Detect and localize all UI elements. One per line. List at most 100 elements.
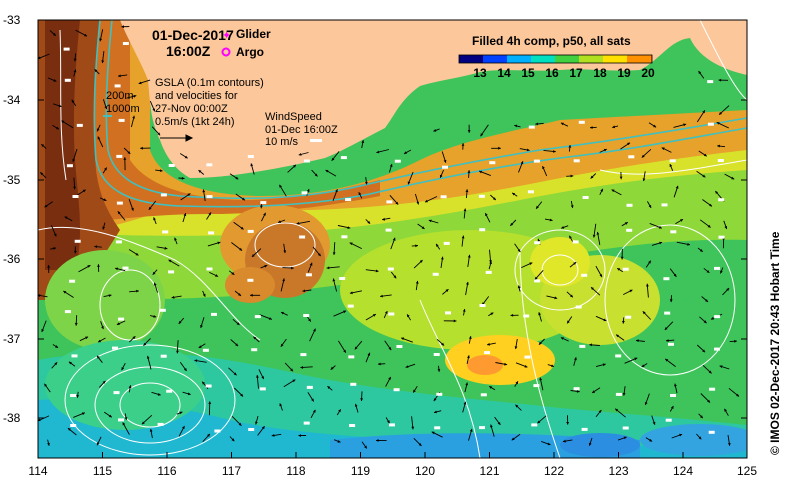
velocity-arrow-head bbox=[596, 231, 600, 235]
velocity-arrow-head bbox=[378, 362, 381, 366]
velocity-arrow-head bbox=[705, 299, 708, 302]
colorbar-tick: 16 bbox=[545, 66, 559, 80]
wind-line-3: 10 m/s bbox=[265, 136, 299, 148]
velocity-arrow-head bbox=[97, 355, 100, 359]
velocity-arrow-head bbox=[133, 94, 137, 98]
velocity-arrow-head bbox=[292, 379, 296, 383]
velocity-arrow-head bbox=[143, 342, 147, 346]
wind-marker bbox=[394, 159, 401, 163]
velocity-arrow-head bbox=[306, 189, 310, 192]
velocity-arrow-head bbox=[238, 422, 242, 426]
velocity-arrow-head bbox=[425, 199, 428, 203]
velocity-arrow-head bbox=[487, 342, 490, 346]
colorbar-tick: 13 bbox=[473, 66, 487, 80]
wind-marker bbox=[396, 345, 403, 348]
wind-marker bbox=[661, 203, 668, 207]
velocity-arrow-head bbox=[235, 176, 239, 180]
wind-marker bbox=[663, 277, 670, 281]
velocity-arrow-head bbox=[279, 403, 283, 407]
wind-marker bbox=[259, 387, 266, 391]
velocity-arrow-head bbox=[73, 69, 77, 73]
velocity-arrow-head bbox=[538, 341, 542, 345]
velocity-arrow-head bbox=[437, 369, 441, 372]
velocity-arrow-head bbox=[367, 220, 371, 224]
wind-marker bbox=[484, 351, 491, 355]
velocity-arrows bbox=[38, 25, 740, 449]
velocity-arrow-head bbox=[641, 364, 645, 367]
velocity-arrow-head bbox=[407, 314, 410, 318]
wind-marker bbox=[480, 393, 487, 397]
velocity-arrow-head bbox=[485, 213, 488, 217]
velocity-arrow-head bbox=[132, 115, 135, 119]
wind-marker bbox=[76, 123, 83, 127]
isobath-label-200m: 200m bbox=[106, 90, 134, 102]
wind-marker bbox=[122, 266, 129, 270]
velocity-arrow-head bbox=[440, 256, 444, 260]
velocity-arrow-head bbox=[261, 376, 264, 380]
wind-marker bbox=[534, 241, 541, 245]
velocity-arrow-head bbox=[634, 357, 638, 361]
velocity-arrow-head bbox=[489, 261, 492, 265]
wind-marker bbox=[347, 304, 354, 308]
velocity-arrow-head bbox=[127, 151, 131, 154]
colorbar-title: Filled 4h comp, p50, all sats bbox=[472, 34, 631, 48]
velocity-arrow-head bbox=[97, 264, 100, 267]
velocity-arrow-head bbox=[335, 189, 338, 193]
wind-marker bbox=[160, 193, 167, 197]
velocity-arrow-head bbox=[309, 262, 313, 266]
velocity-arrow-head bbox=[498, 146, 501, 150]
velocity-arrow-head bbox=[418, 443, 422, 446]
wind-marker bbox=[433, 353, 440, 356]
velocity-arrow-head bbox=[724, 226, 728, 229]
wind-marker bbox=[615, 354, 622, 358]
wind-marker bbox=[714, 347, 720, 351]
wind-marker bbox=[202, 348, 209, 352]
velocity-arrow-head bbox=[253, 336, 257, 340]
velocity-arrow-head bbox=[510, 313, 514, 317]
velocity-arrow-head bbox=[720, 270, 723, 274]
lat-tick-label: -38 bbox=[3, 411, 21, 425]
velocity-arrow-head bbox=[644, 402, 648, 405]
velocity-arrow-head bbox=[511, 437, 515, 441]
velocity-arrow-head bbox=[136, 289, 139, 293]
velocity-arrow-head bbox=[392, 237, 396, 241]
velocity-arrow-head bbox=[153, 217, 156, 221]
wind-marker bbox=[528, 125, 535, 129]
velocity-arrow-head bbox=[94, 69, 98, 73]
velocity-arrow-head bbox=[453, 319, 457, 323]
velocity-arrow-head bbox=[302, 289, 306, 293]
wind-marker bbox=[306, 385, 313, 389]
velocity-arrow-head bbox=[104, 106, 108, 110]
wind-marker bbox=[626, 203, 633, 207]
axis-ticks bbox=[37, 19, 748, 458]
velocity-arrow-head bbox=[467, 130, 471, 133]
wind-marker bbox=[626, 228, 633, 232]
velocity-arrow-head bbox=[736, 393, 739, 397]
velocity-arrow-head bbox=[44, 383, 47, 387]
velocity-arrow-head bbox=[101, 326, 104, 330]
velocity-arrow-head bbox=[250, 293, 253, 297]
velocity-arrow-head bbox=[240, 393, 244, 397]
velocity-arrow-head bbox=[465, 189, 469, 193]
velocity-arrow-head bbox=[178, 320, 182, 324]
velocity-arrow-head bbox=[636, 339, 639, 343]
velocity-arrow-head bbox=[40, 172, 44, 176]
velocity-arrow-head bbox=[698, 71, 702, 74]
wind-marker bbox=[442, 165, 448, 169]
velocity-arrow-head bbox=[52, 32, 56, 36]
velocity-arrow-head bbox=[179, 411, 183, 415]
wind-marker bbox=[157, 422, 164, 426]
velocity-arrow-head bbox=[445, 289, 449, 292]
velocity-arrow-head bbox=[74, 322, 78, 326]
velocity-arrow-head bbox=[84, 33, 87, 37]
velocity-arrow-head bbox=[542, 166, 545, 169]
wind-marker bbox=[389, 423, 395, 427]
wind-marker bbox=[303, 421, 310, 425]
wind-marker bbox=[348, 355, 355, 359]
velocity-arrow-head bbox=[337, 440, 341, 443]
velocity-arrow-head bbox=[376, 439, 379, 442]
velocity-arrow-head bbox=[250, 163, 254, 167]
wind-marker bbox=[479, 304, 486, 307]
velocity-arrow-head bbox=[332, 252, 336, 255]
